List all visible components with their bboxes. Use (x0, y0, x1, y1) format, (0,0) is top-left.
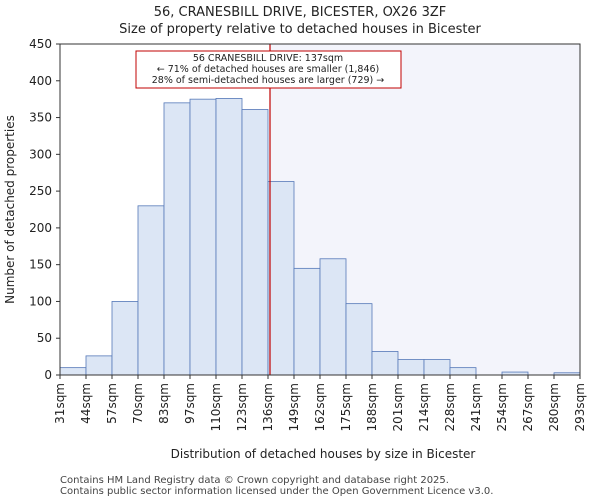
x-axis-label: Distribution of detached houses by size … (171, 447, 476, 461)
footer-line-2: Contains public sector information licen… (60, 486, 493, 497)
bar-175sqm (345, 303, 373, 376)
x-tick-label: 83sqm (157, 383, 171, 424)
x-tick-label: 31sqm (53, 383, 67, 424)
x-tick-label: 123sqm (235, 383, 249, 431)
y-tick-label: 50 (37, 331, 52, 345)
bar-214sqm (423, 359, 451, 376)
bar-70sqm (137, 205, 165, 376)
bar-83sqm (163, 102, 191, 376)
x-tick-label: 110sqm (209, 383, 223, 431)
x-tick-label: 201sqm (391, 383, 405, 431)
x-tick-label: 175sqm (339, 383, 353, 431)
x-tick-label: 188sqm (365, 383, 379, 431)
x-tick-label: 162sqm (313, 383, 327, 431)
y-tick-label: 200 (29, 221, 52, 235)
x-tick-label: 136sqm (261, 383, 275, 431)
bar-123sqm (241, 109, 269, 376)
bar-31sqm (59, 367, 87, 376)
bar-110sqm (215, 98, 243, 376)
bar-162sqm (319, 258, 347, 376)
x-tick-label: 97sqm (183, 383, 197, 424)
x-axis: 31sqm 44sqm 57sqm 70sqm 83sqm 97sqm 110sqm 123s… (53, 375, 587, 431)
y-tick-label: 450 (29, 37, 52, 51)
bar-188sqm (371, 351, 399, 376)
chart-subtitle: Size of property relative to detached ho… (119, 22, 481, 37)
y-axis: 0 50 100 150 200 250 300 350 400 450 (29, 37, 60, 382)
x-tick-label: 267sqm (521, 383, 535, 431)
x-tick-label: 241sqm (469, 383, 483, 431)
x-tick-label: 280sqm (547, 383, 561, 431)
y-tick-label: 400 (29, 74, 52, 88)
footer-line-1: Contains HM Land Registry data © Crown c… (60, 475, 449, 486)
y-axis-label: Number of detached properties (3, 115, 17, 304)
x-tick-label: 149sqm (287, 383, 301, 431)
x-tick-label: 70sqm (131, 383, 145, 424)
annotation-box: 56 CRANESBILL DRIVE: 137sqm ← 71% of det… (135, 50, 402, 89)
bars (59, 98, 581, 376)
bar-44sqm (85, 355, 113, 376)
x-tick-label: 293sqm (573, 383, 587, 431)
x-tick-label: 214sqm (417, 383, 431, 431)
y-tick-label: 0 (44, 368, 52, 382)
bar-228sqm (449, 367, 477, 376)
bar-201sqm (397, 359, 425, 376)
bar-136sqm (267, 181, 295, 376)
y-tick-label: 300 (29, 147, 52, 161)
y-tick-label: 100 (29, 294, 52, 308)
y-tick-label: 150 (29, 258, 52, 272)
bar-57sqm (111, 301, 139, 376)
chart-title: 56, CRANESBILL DRIVE, BICESTER, OX26 3ZF (154, 5, 446, 20)
bar-149sqm (293, 267, 321, 376)
y-tick-label: 350 (29, 111, 52, 125)
x-tick-label: 44sqm (79, 383, 93, 424)
x-tick-label: 254sqm (495, 383, 509, 431)
x-tick-label: 228sqm (443, 383, 457, 431)
x-tick-label: 57sqm (105, 383, 119, 424)
annotation-line-1: 56 CRANESBILL DRIVE: 137sqm (193, 53, 343, 64)
annotation-border (135, 50, 402, 89)
annotation-line-2: ← 71% of detached houses are smaller (1,… (157, 64, 380, 75)
y-tick-label: 250 (29, 184, 52, 198)
annotation-line-3: 28% of semi-detached houses are larger (… (152, 75, 385, 86)
bar-97sqm (189, 98, 217, 376)
